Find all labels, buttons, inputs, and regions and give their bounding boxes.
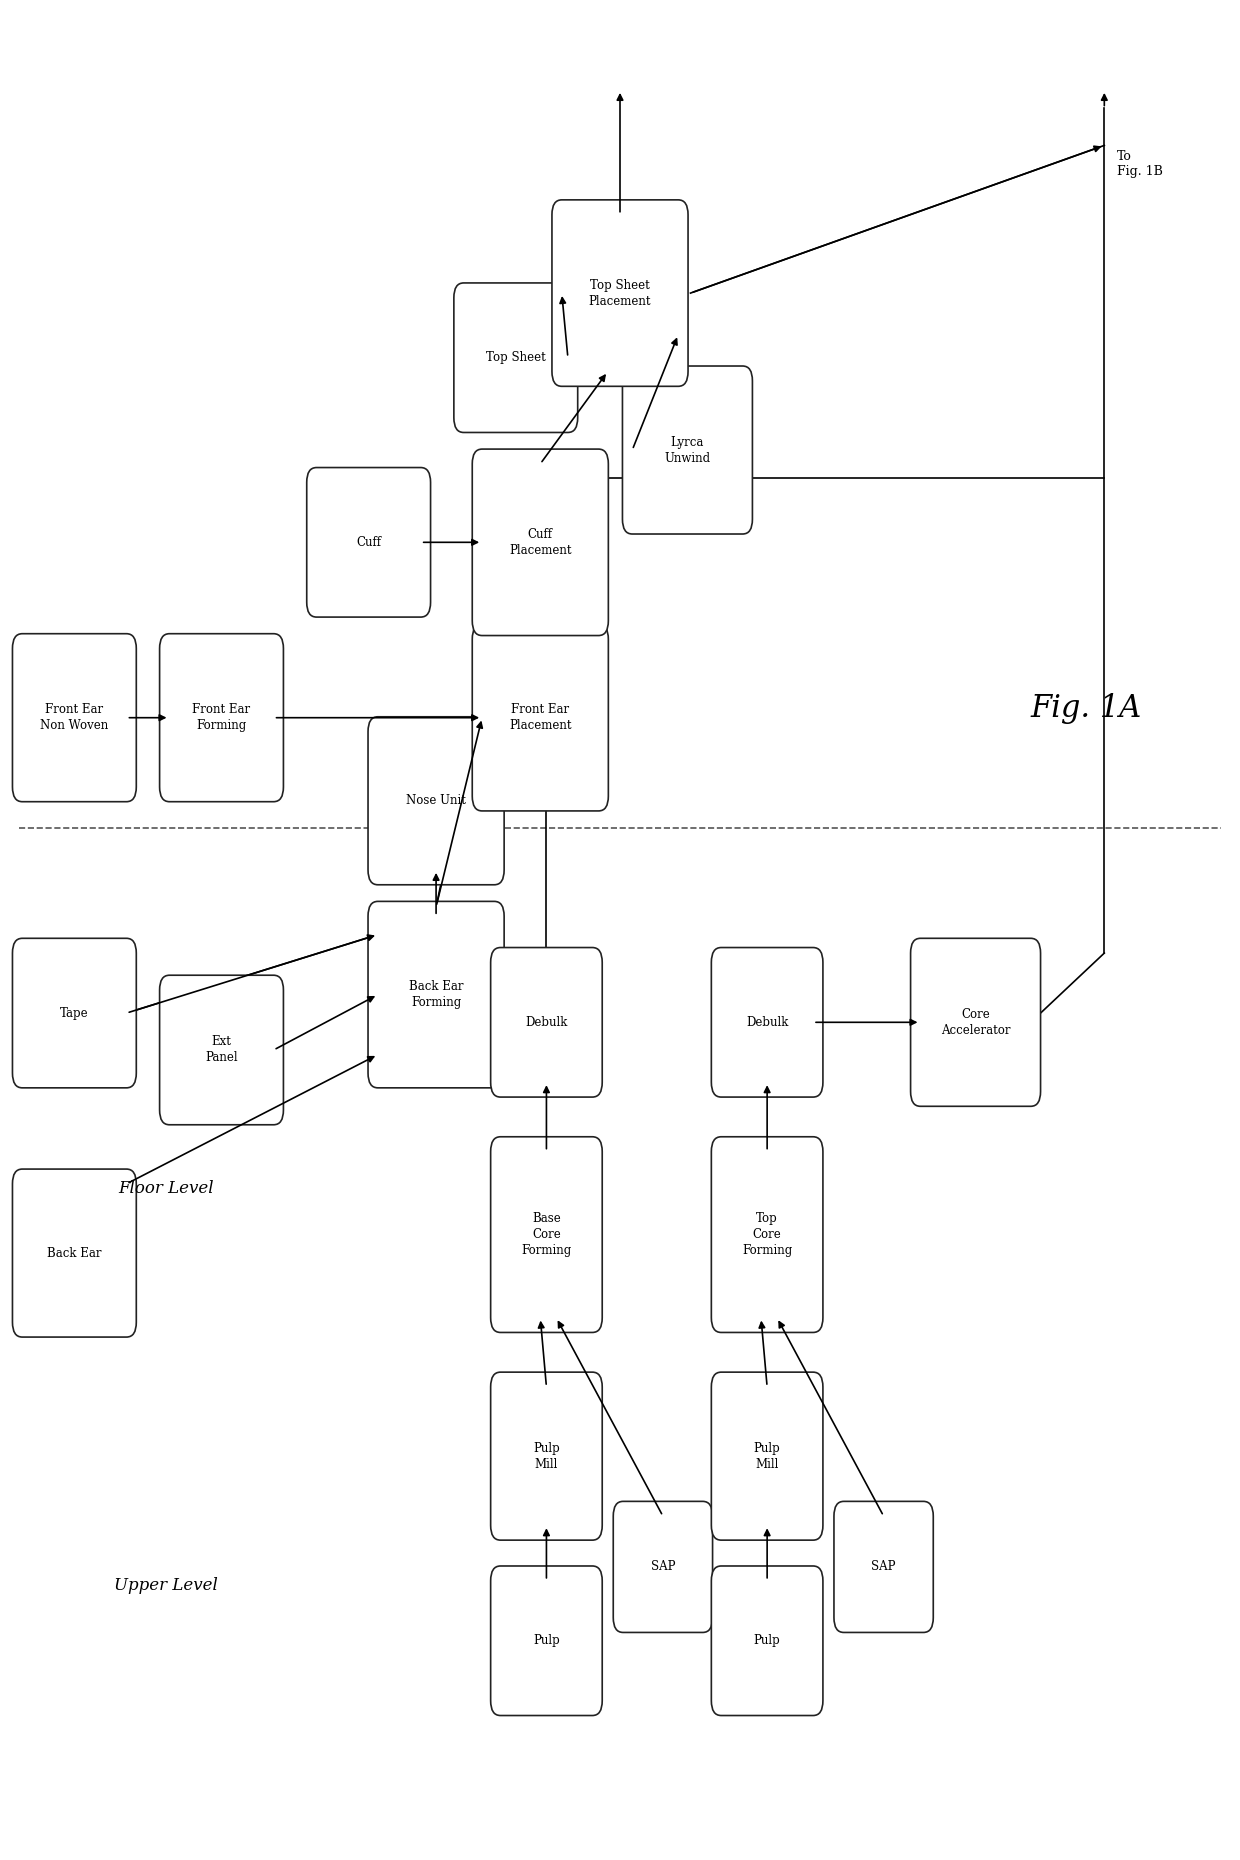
- FancyBboxPatch shape: [12, 1170, 136, 1337]
- FancyBboxPatch shape: [491, 1566, 603, 1715]
- Text: Cuff
Placement: Cuff Placement: [510, 528, 572, 556]
- Text: Floor Level: Floor Level: [119, 1179, 215, 1198]
- FancyBboxPatch shape: [712, 1373, 823, 1540]
- Text: Top Sheet: Top Sheet: [486, 352, 546, 365]
- FancyBboxPatch shape: [12, 634, 136, 802]
- Text: Pulp
Mill: Pulp Mill: [533, 1442, 559, 1471]
- Text: Base
Core
Forming: Base Core Forming: [521, 1213, 572, 1257]
- Text: SAP: SAP: [872, 1561, 895, 1574]
- Text: Front Ear
Non Woven: Front Ear Non Woven: [40, 703, 109, 733]
- FancyBboxPatch shape: [614, 1501, 713, 1633]
- FancyBboxPatch shape: [622, 366, 753, 534]
- Text: Back Ear: Back Ear: [47, 1246, 102, 1259]
- FancyBboxPatch shape: [491, 1136, 603, 1332]
- FancyBboxPatch shape: [472, 625, 609, 811]
- FancyBboxPatch shape: [368, 902, 505, 1088]
- FancyBboxPatch shape: [368, 716, 505, 885]
- FancyBboxPatch shape: [12, 937, 136, 1088]
- Text: Fig. 1A: Fig. 1A: [1030, 694, 1142, 724]
- Text: Upper Level: Upper Level: [114, 1577, 218, 1594]
- Text: Lyrca
Unwind: Lyrca Unwind: [665, 435, 711, 465]
- Text: Debulk: Debulk: [746, 1016, 789, 1029]
- FancyBboxPatch shape: [835, 1501, 934, 1633]
- Text: Front Ear
Forming: Front Ear Forming: [192, 703, 250, 733]
- FancyBboxPatch shape: [472, 448, 609, 636]
- FancyBboxPatch shape: [160, 634, 284, 802]
- Text: Core
Accelerator: Core Accelerator: [941, 1008, 1011, 1036]
- Text: Pulp
Mill: Pulp Mill: [754, 1442, 780, 1471]
- Text: Nose Unit: Nose Unit: [407, 794, 466, 807]
- FancyBboxPatch shape: [454, 283, 578, 433]
- FancyBboxPatch shape: [491, 1373, 603, 1540]
- FancyBboxPatch shape: [491, 947, 603, 1097]
- FancyBboxPatch shape: [910, 937, 1040, 1107]
- Text: Top Sheet
Placement: Top Sheet Placement: [589, 279, 651, 307]
- Text: Tape: Tape: [60, 1006, 89, 1019]
- FancyBboxPatch shape: [306, 467, 430, 618]
- Text: Cuff: Cuff: [356, 536, 381, 549]
- Text: Debulk: Debulk: [526, 1016, 568, 1029]
- FancyBboxPatch shape: [712, 947, 823, 1097]
- Text: Pulp: Pulp: [533, 1635, 559, 1648]
- FancyBboxPatch shape: [552, 199, 688, 387]
- Text: Top
Core
Forming: Top Core Forming: [742, 1213, 792, 1257]
- FancyBboxPatch shape: [712, 1566, 823, 1715]
- Text: To
Fig. 1B: To Fig. 1B: [1116, 151, 1162, 179]
- FancyBboxPatch shape: [712, 1136, 823, 1332]
- Text: Back Ear
Forming: Back Ear Forming: [409, 980, 464, 1010]
- Text: Ext
Panel: Ext Panel: [205, 1036, 238, 1064]
- FancyBboxPatch shape: [160, 975, 284, 1125]
- Text: Front Ear
Placement: Front Ear Placement: [510, 703, 572, 733]
- Text: Pulp: Pulp: [754, 1635, 780, 1648]
- Text: SAP: SAP: [651, 1561, 675, 1574]
